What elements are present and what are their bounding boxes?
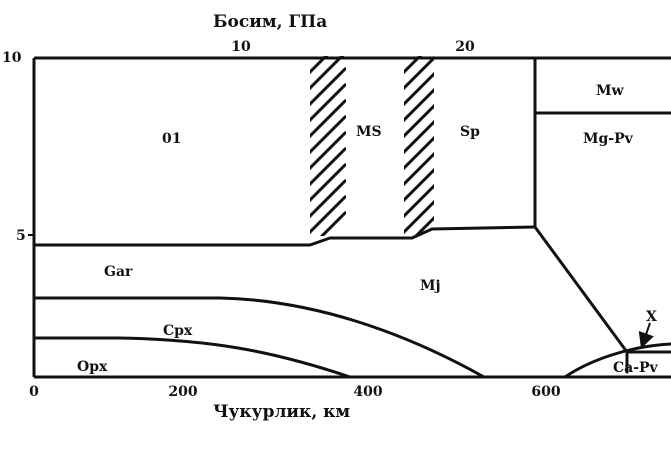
boundary-olivine-garnet — [32, 225, 537, 247]
label-gar: Gar — [104, 264, 133, 280]
top-tick-20: 20 — [455, 39, 475, 55]
label-opx: Opx — [77, 359, 108, 375]
boundary-mj-mgpv-diagonal — [533, 225, 629, 354]
label-mw: Mw — [596, 83, 624, 99]
boundary-capv — [563, 342, 671, 379]
label-cpx: Cpx — [163, 323, 193, 339]
boundary-x-box — [625, 350, 671, 374]
bottom-tick-200: 200 — [168, 384, 197, 400]
bottom-tick-600: 600 — [531, 384, 560, 400]
top-tick-10: 10 — [231, 39, 251, 55]
left-tick-10: 10 — [2, 50, 22, 66]
bottom-tick-400: 400 — [353, 384, 382, 400]
label-x: X — [646, 309, 657, 325]
label-ms: MS — [356, 124, 382, 140]
label-mj: Mj — [420, 278, 441, 294]
hatch-band-sp — [404, 56, 434, 236]
label-olivine: 01 — [162, 131, 181, 147]
label-sp: Sp — [460, 124, 480, 140]
label-ca-pv: Ca-Pv — [613, 360, 659, 376]
top-axis-title: Босим, ГПа — [213, 12, 327, 32]
left-tick-5: 5 — [16, 228, 26, 244]
boundary-gar-cpx — [32, 296, 486, 379]
x-arrow — [638, 322, 654, 349]
label-mg-pv: Mg-Pv — [583, 131, 634, 147]
bottom-axis-title: Чукурлик, км — [213, 402, 350, 422]
bottom-tick-0: 0 — [29, 384, 39, 400]
hatch-band-ms — [310, 56, 346, 236]
boundary-cpx-opx — [32, 336, 352, 379]
plot-frame — [32, 56, 671, 379]
